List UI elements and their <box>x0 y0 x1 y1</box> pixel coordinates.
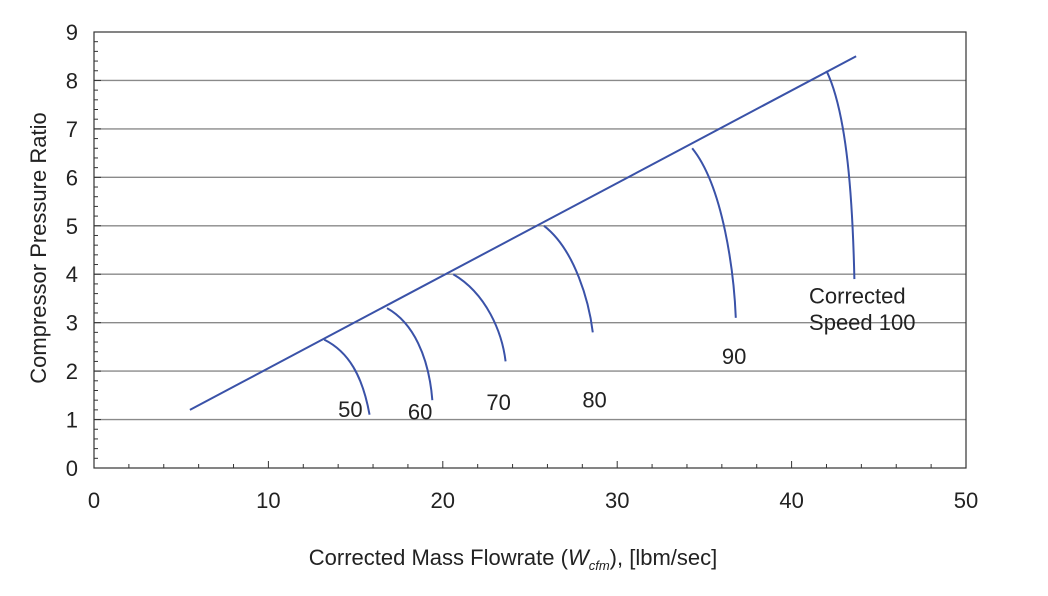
speed-line-label: 60 <box>408 400 432 425</box>
plot-frame <box>93 31 967 469</box>
y-axis-title: Compressor Pressure Ratio <box>26 112 51 383</box>
x-tick-label: 50 <box>954 488 978 513</box>
speed-line-label: 50 <box>338 397 362 422</box>
x-axis-title-symbol: W <box>568 545 591 570</box>
speed-line-label: 80 <box>582 387 606 412</box>
x-axis-title: Corrected Mass Flowrate (Wcfm), [lbm/sec… <box>309 545 717 573</box>
y-tick-label: 7 <box>66 117 78 142</box>
speed-line-label: Corrected <box>809 283 906 308</box>
x-tick-label: 10 <box>256 488 280 513</box>
speed-line <box>825 70 856 280</box>
x-tick-label: 40 <box>779 488 803 513</box>
grid-lines <box>94 79 966 421</box>
x-tick-labels: 0 10 20 30 40 50 <box>88 488 978 513</box>
x-tick-label: 0 <box>88 488 100 513</box>
y-tick-label: 4 <box>66 262 78 287</box>
series-layer <box>189 55 857 415</box>
speed-line <box>691 147 737 318</box>
y-tick-label: 5 <box>66 214 78 239</box>
x-axis-title-before: Corrected Mass Flowrate ( <box>309 545 569 570</box>
x-axis-title-subscript: cfm <box>589 558 610 573</box>
minor-ticks <box>93 31 967 469</box>
y-tick-label: 1 <box>66 408 78 433</box>
x-axis-title-after: ), [lbm/sec] <box>610 545 718 570</box>
y-tick-labels: 0 1 2 3 4 5 6 7 8 9 <box>66 20 78 481</box>
x-tick-label: 30 <box>605 488 629 513</box>
y-tick-label: 3 <box>66 311 78 336</box>
speed-line <box>386 307 434 401</box>
x-tick-label: 20 <box>431 488 455 513</box>
y-tick-label: 8 <box>66 68 78 93</box>
surge-line <box>189 55 857 411</box>
speed-line <box>452 273 507 362</box>
y-tick-label: 6 <box>66 165 78 190</box>
speed-line-label: 70 <box>486 390 510 415</box>
speed-line-label: 90 <box>722 344 746 369</box>
speed-line <box>323 338 371 415</box>
speed-line-label: Speed 100 <box>809 310 915 335</box>
y-tick-label: 2 <box>66 359 78 384</box>
y-tick-label: 9 <box>66 20 78 45</box>
speed-line <box>543 224 594 333</box>
y-tick-label: 0 <box>66 456 78 481</box>
